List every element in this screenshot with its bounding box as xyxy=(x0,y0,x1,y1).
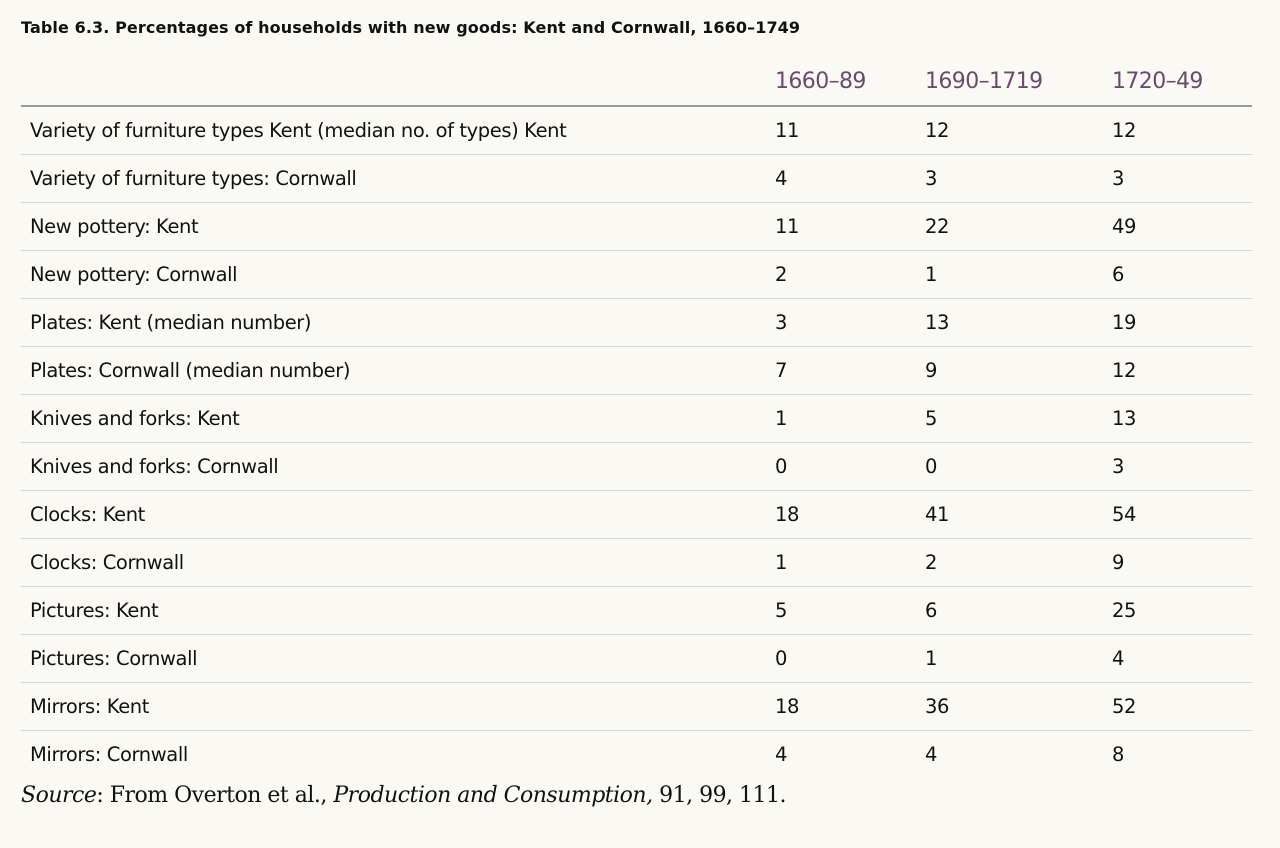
table-header-row: 1660–89 1690–1719 1720–49 xyxy=(21,58,1252,107)
row-label: Plates: Cornwall (median number) xyxy=(21,346,765,395)
cell-1660-89: 0 xyxy=(765,442,915,491)
cell-1720-49: 3 xyxy=(1102,442,1252,491)
column-header-1690-1719: 1690–1719 xyxy=(915,58,1102,107)
cell-1660-89: 11 xyxy=(765,202,915,251)
table-row: Variety of furniture types Kent (median … xyxy=(21,106,1252,155)
row-label: Pictures: Kent xyxy=(21,586,765,635)
cell-1720-49: 6 xyxy=(1102,250,1252,299)
cell-1690-1719: 41 xyxy=(915,490,1102,539)
cell-1690-1719: 6 xyxy=(915,586,1102,635)
source-pages: 91, 99, 111. xyxy=(652,783,787,808)
source-prefix: : From Overton et al., xyxy=(96,783,334,808)
cell-1720-49: 52 xyxy=(1102,682,1252,731)
cell-1690-1719: 0 xyxy=(915,442,1102,491)
cell-1690-1719: 5 xyxy=(915,394,1102,443)
source-note: Source: From Overton et al., Production … xyxy=(21,783,787,808)
cell-1660-89: 1 xyxy=(765,394,915,443)
cell-1660-89: 11 xyxy=(765,106,915,155)
row-label: Plates: Kent (median number) xyxy=(21,298,765,347)
table-row: Variety of furniture types: Cornwall 4 3… xyxy=(21,154,1252,203)
cell-1720-49: 9 xyxy=(1102,538,1252,587)
row-label: Pictures: Cornwall xyxy=(21,634,765,683)
cell-1660-89: 2 xyxy=(765,250,915,299)
cell-1720-49: 54 xyxy=(1102,490,1252,539)
cell-1660-89: 18 xyxy=(765,682,915,731)
cell-1690-1719: 36 xyxy=(915,682,1102,731)
row-label: Clocks: Cornwall xyxy=(21,538,765,587)
cell-1660-89: 0 xyxy=(765,634,915,683)
cell-1690-1719: 1 xyxy=(915,250,1102,299)
column-header-label xyxy=(21,58,765,107)
cell-1660-89: 18 xyxy=(765,490,915,539)
cell-1720-49: 3 xyxy=(1102,154,1252,203)
cell-1660-89: 4 xyxy=(765,154,915,203)
table-row: New pottery: Kent 11 22 49 xyxy=(21,202,1252,251)
cell-1660-89: 4 xyxy=(775,743,788,766)
cell-1690-1719: 1 xyxy=(915,634,1102,683)
cell-1690-1719: 9 xyxy=(915,346,1102,395)
cell-1720-49: 49 xyxy=(1102,202,1252,251)
cell-1690-1719: 3 xyxy=(915,154,1102,203)
row-label: Variety of furniture types Kent (median … xyxy=(21,106,765,155)
row-label: Mirrors: Cornwall xyxy=(30,743,188,766)
cell-1720-49: 8 xyxy=(1112,743,1125,766)
table-row: Clocks: Kent 18 41 54 xyxy=(21,490,1252,539)
table-row: Clocks: Cornwall 1 2 9 xyxy=(21,538,1252,587)
cell-1690-1719: 13 xyxy=(915,298,1102,347)
row-label: New pottery: Kent xyxy=(21,202,765,251)
row-label: New pottery: Cornwall xyxy=(21,250,765,299)
cell-1720-49: 25 xyxy=(1102,586,1252,635)
table-row: Pictures: Cornwall 0 1 4 xyxy=(21,634,1252,683)
table-caption: Table 6.3. Percentages of households wit… xyxy=(21,18,801,37)
cell-1690-1719: 4 xyxy=(925,743,938,766)
cell-1690-1719: 22 xyxy=(915,202,1102,251)
cell-1720-49: 4 xyxy=(1102,634,1252,683)
source-label: Source xyxy=(21,783,97,808)
table-row: Mirrors: Cornwall 4 4 8 xyxy=(21,731,1252,779)
table-row: Knives and forks: Cornwall 0 0 3 xyxy=(21,442,1252,491)
cell-1660-89: 1 xyxy=(765,538,915,587)
table-row: New pottery: Cornwall 2 1 6 xyxy=(21,250,1252,299)
cell-1690-1719: 12 xyxy=(915,106,1102,155)
column-header-1720-49: 1720–49 xyxy=(1102,58,1252,107)
cell-1660-89: 7 xyxy=(765,346,915,395)
cell-1720-49: 12 xyxy=(1102,106,1252,155)
cell-1660-89: 5 xyxy=(765,586,915,635)
table-row: Mirrors: Kent 18 36 52 xyxy=(21,682,1252,731)
cell-1720-49: 13 xyxy=(1102,394,1252,443)
row-label: Knives and forks: Kent xyxy=(21,394,765,443)
cell-1720-49: 12 xyxy=(1102,346,1252,395)
row-label: Knives and forks: Cornwall xyxy=(21,442,765,491)
table-row: Plates: Cornwall (median number) 7 9 12 xyxy=(21,346,1252,395)
cell-1660-89: 3 xyxy=(765,298,915,347)
table-row: Knives and forks: Kent 1 5 13 xyxy=(21,394,1252,443)
row-label: Mirrors: Kent xyxy=(21,682,765,731)
cell-1720-49: 19 xyxy=(1102,298,1252,347)
households-new-goods-table: 1660–89 1690–1719 1720–49 Variety of fur… xyxy=(21,58,1252,778)
source-title: Production and Consumption, xyxy=(333,783,653,808)
table-row: Pictures: Kent 5 6 25 xyxy=(21,586,1252,635)
cell-1690-1719: 2 xyxy=(915,538,1102,587)
row-label: Clocks: Kent xyxy=(21,490,765,539)
table-row: Plates: Kent (median number) 3 13 19 xyxy=(21,298,1252,347)
row-label: Variety of furniture types: Cornwall xyxy=(21,154,765,203)
column-header-1660-89: 1660–89 xyxy=(765,58,915,107)
